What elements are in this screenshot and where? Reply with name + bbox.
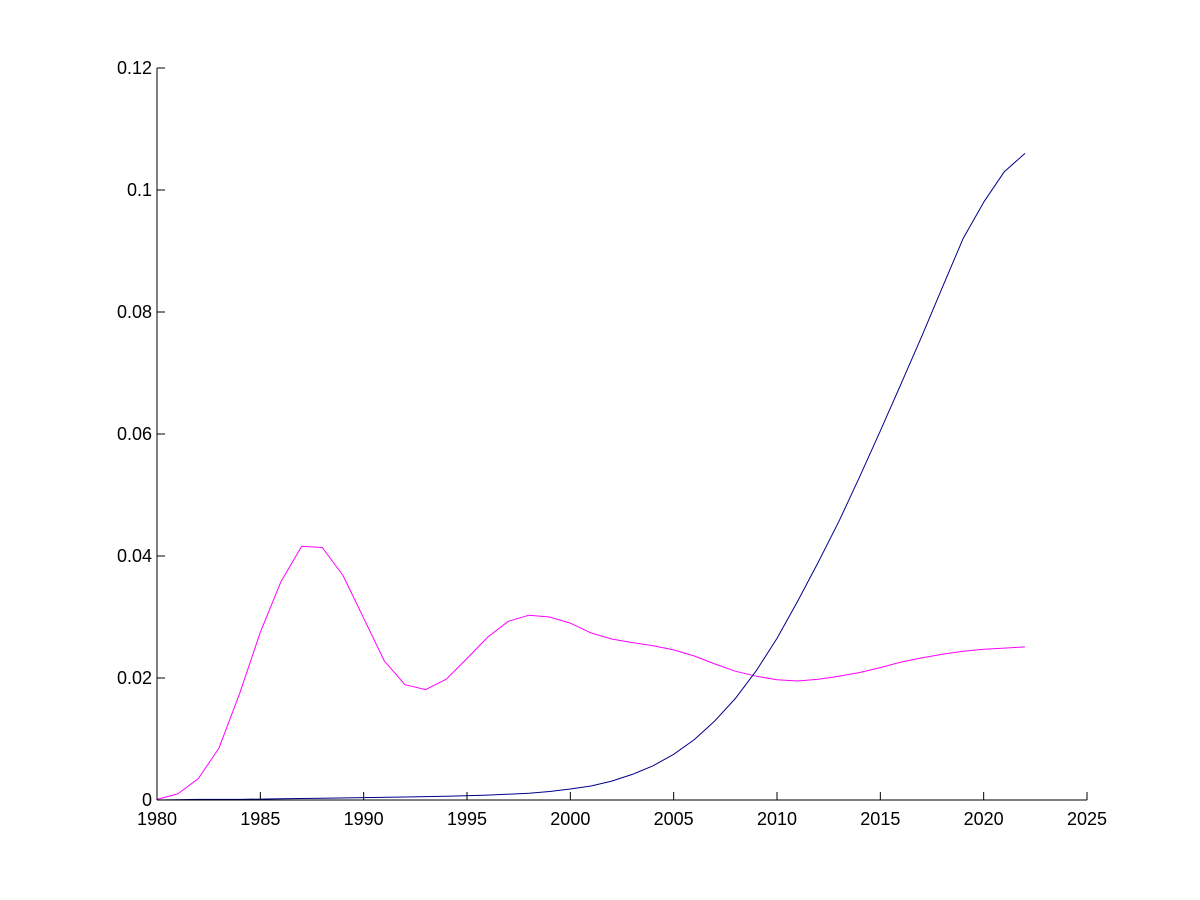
x-tick-label: 1995 [447, 809, 487, 829]
y-tick-label: 0.02 [117, 668, 152, 688]
series-layer [156, 153, 1026, 801]
x-tick-label: 2020 [964, 809, 1004, 829]
x-tick-label: 2015 [860, 809, 900, 829]
x-tick-label: 2010 [757, 809, 797, 829]
series-line-1 [156, 545, 1026, 800]
series-line-2 [156, 153, 1026, 801]
y-tick-label: 0 [142, 790, 152, 810]
x-tick-label: 2000 [550, 809, 590, 829]
y-tick-label: 0.04 [117, 546, 152, 566]
x-tick-label: 1980 [137, 809, 177, 829]
x-tick-label: 1990 [344, 809, 384, 829]
y-tick-label: 0.12 [117, 58, 152, 78]
y-tick-label: 0.06 [117, 424, 152, 444]
axes-layer: 1980 1985 1990 1995 2000 2005 2010 2015 2020 2025… [117, 58, 1107, 829]
x-tick-label: 2025 [1067, 809, 1107, 829]
x-tick-label: 1985 [240, 809, 280, 829]
x-tick-label: 2005 [654, 809, 694, 829]
y-tick-label: 0.1 [127, 180, 152, 200]
y-tick-label: 0.08 [117, 302, 152, 322]
